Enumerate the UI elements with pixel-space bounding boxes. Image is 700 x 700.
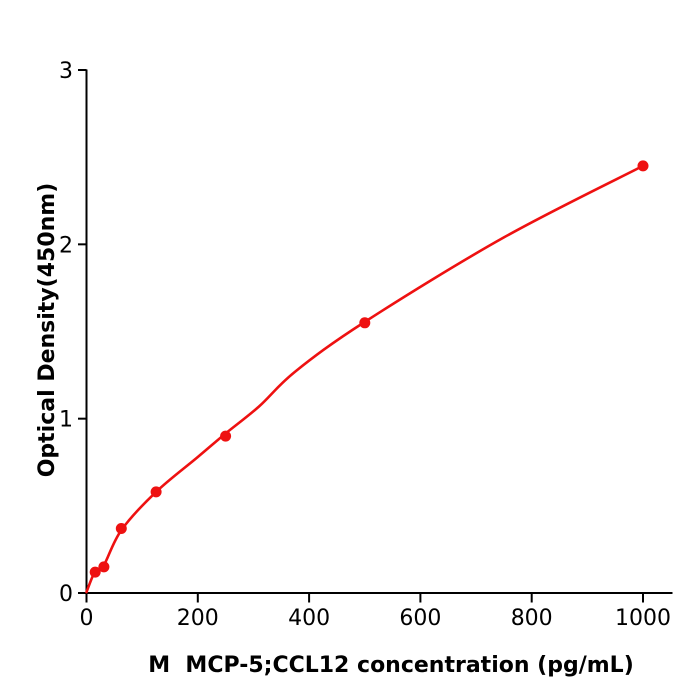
standard-curve-line — [85, 164, 645, 594]
y-tick-label: 2 — [59, 233, 73, 258]
y-axis-title: Optical Density(450nm) — [35, 183, 60, 478]
x-tick-label: 600 — [399, 606, 441, 631]
data-point — [150, 486, 162, 498]
x-axis-title: M MCP-5;CCL12 concentration (pg/mL) — [148, 653, 634, 678]
x-tick-label: 400 — [288, 606, 330, 631]
x-tick-label: 0 — [80, 606, 94, 631]
y-tick-label: 1 — [59, 408, 73, 433]
y-tick-label: 3 — [59, 59, 73, 84]
x-tick-label: 200 — [177, 606, 219, 631]
data-point — [220, 430, 232, 442]
data-point — [115, 523, 127, 534]
y-tick-label: 0 — [59, 582, 73, 607]
x-tick-label: 800 — [511, 606, 553, 631]
data-point — [637, 160, 649, 172]
data-point — [98, 561, 110, 573]
plot-area: 0 200 400 600 800 1000 0 1 2 3 — [59, 59, 673, 631]
data-point — [89, 566, 101, 578]
data-point — [359, 317, 371, 329]
x-tick-label: 1000 — [615, 606, 671, 631]
